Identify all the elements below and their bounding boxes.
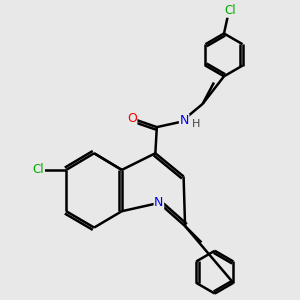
Text: Cl: Cl	[225, 4, 236, 17]
Text: N: N	[154, 196, 164, 209]
Text: N: N	[179, 114, 189, 128]
Text: H: H	[192, 119, 200, 129]
Text: O: O	[127, 112, 137, 125]
Text: Cl: Cl	[33, 164, 44, 176]
